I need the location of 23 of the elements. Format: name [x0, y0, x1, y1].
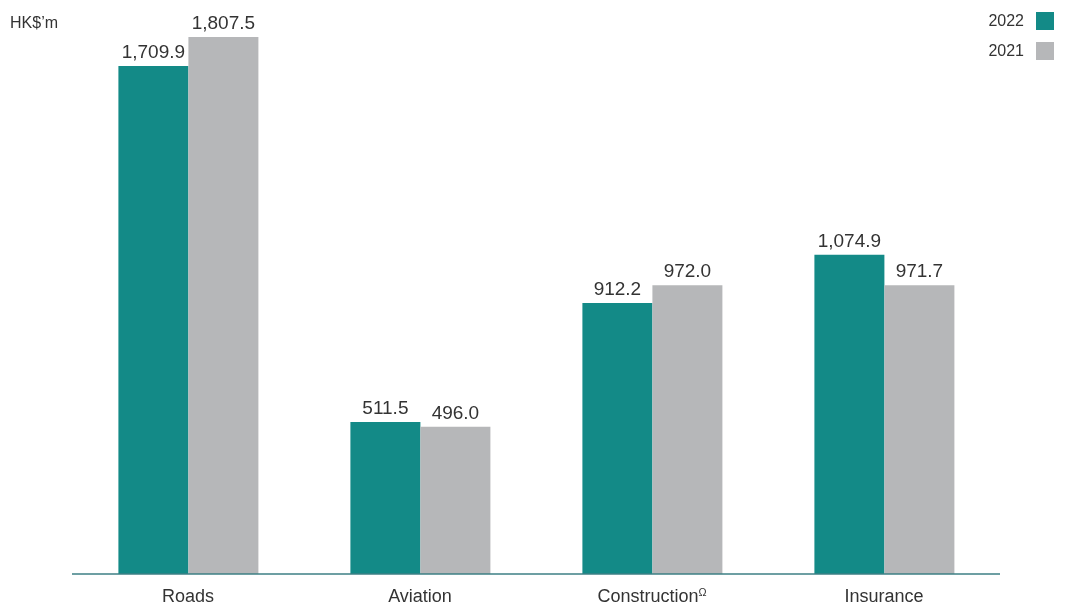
bar: [188, 37, 259, 574]
data-label: 511.5: [362, 397, 409, 419]
bar: [884, 285, 955, 574]
bar: [814, 254, 885, 574]
y-axis-title: HK$’m: [10, 14, 59, 32]
bar: [582, 302, 653, 574]
bar: [420, 426, 491, 574]
data-label: 496.0: [431, 401, 480, 423]
bar: [118, 66, 189, 574]
legend-label: 2022: [988, 12, 1024, 30]
data-label: 972.0: [663, 260, 712, 282]
x-tick-label: Construction$^{Ω}$: [597, 586, 707, 606]
x-tick-label: Aviation: [388, 586, 452, 606]
bar: [652, 285, 723, 574]
data-label: 1,807.5: [191, 12, 256, 33]
bar: [350, 422, 421, 574]
x-tick-label: Insurance: [844, 586, 924, 606]
data-label: 912.2: [593, 277, 642, 299]
data-label: 1,709.9: [121, 41, 186, 62]
x-tick-label: Roads: [161, 586, 215, 606]
data-label: 1,074.9: [817, 229, 882, 251]
data-label: 971.7: [895, 260, 944, 282]
legend-label: 2021: [988, 42, 1024, 60]
